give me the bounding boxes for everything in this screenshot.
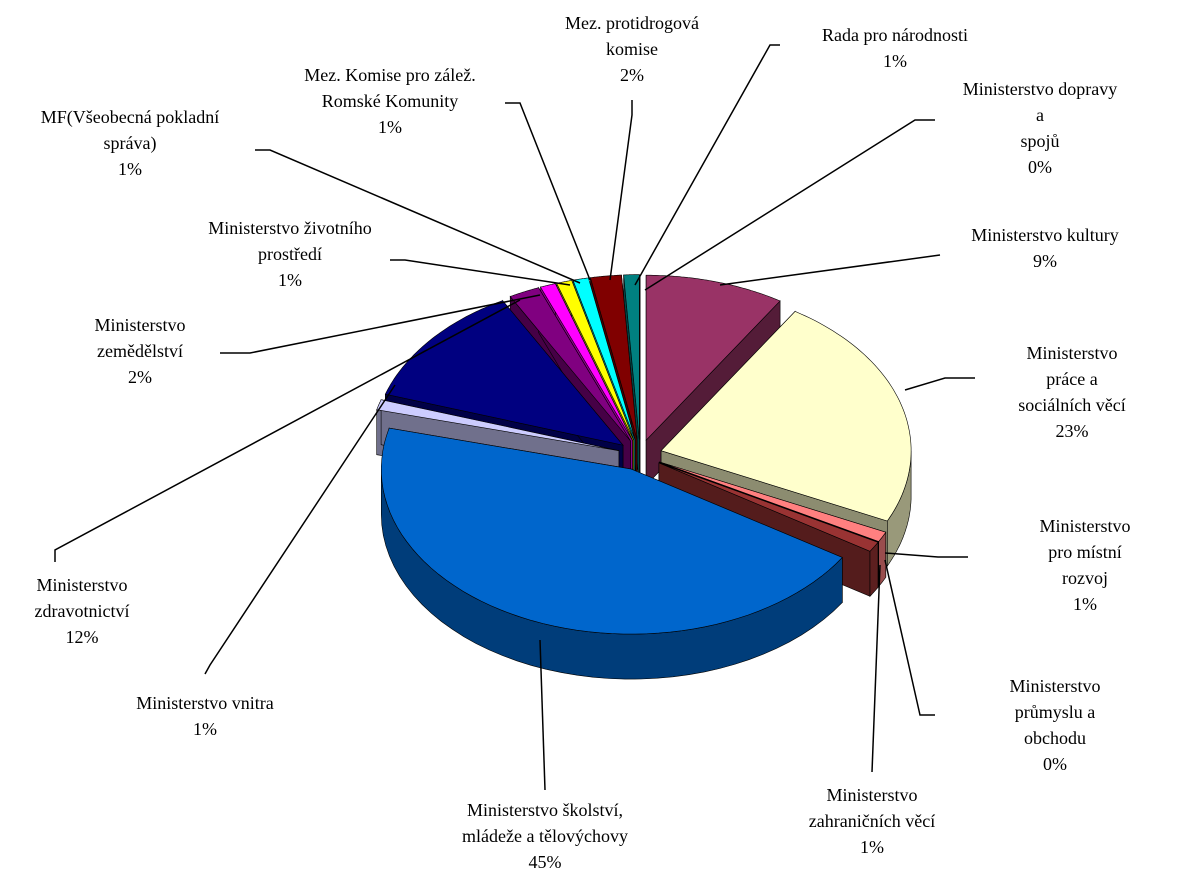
leader-line	[634, 44, 780, 286]
leader-line	[644, 119, 935, 291]
slice	[384, 300, 624, 446]
leader-line	[884, 559, 935, 716]
leader-line	[539, 639, 546, 791]
slice-label: Mez. Komise pro zálež. Romské Komunity 1%	[304, 62, 475, 140]
leader-line	[609, 100, 633, 281]
slice-label: Ministerstvo školství, mládeže a tělovýc…	[462, 797, 628, 875]
value-label: 1%	[883, 51, 907, 71]
leader-line	[505, 102, 591, 281]
value-label: 9%	[1033, 251, 1057, 271]
value-label: 1%	[859, 837, 884, 857]
value-label: 2%	[127, 367, 152, 387]
slice	[380, 427, 843, 635]
value-label: 23%	[1055, 421, 1089, 441]
leader-line	[54, 299, 521, 562]
leader-line	[719, 254, 941, 286]
leader-line	[390, 259, 571, 286]
slice-label: Ministerstvo dopravy a spojů 0%	[958, 76, 1122, 180]
slice-label: Ministerstvo životního prostředí 1%	[208, 215, 372, 293]
slice	[659, 461, 887, 542]
leader-line	[204, 384, 396, 675]
slice-group	[380, 427, 843, 680]
leader-line	[871, 564, 881, 773]
category-label: Mez. Komise pro zálež. Romské Komunity	[304, 65, 476, 111]
value-label: 45%	[528, 852, 562, 872]
slice-label: Ministerstvo práce a sociálních věcí 23%	[1006, 340, 1138, 444]
slice-label: Ministerstvo kultury 9%	[971, 222, 1119, 274]
category-label: Ministerstvo zemědělství	[94, 315, 186, 361]
category-label: Ministerstvo práce a sociálních věcí	[1018, 343, 1126, 415]
category-label: Ministerstvo životního prostředí	[208, 218, 372, 264]
slice	[658, 462, 879, 552]
category-label: Ministerstvo zdravotnictví	[34, 575, 130, 621]
value-label: 1%	[118, 159, 142, 179]
slice-label: Ministerstvo zdravotnictví 12%	[35, 572, 130, 650]
value-label: 0%	[1043, 754, 1067, 774]
slice	[509, 287, 631, 442]
slice	[590, 274, 638, 440]
slice-label: MF(Všeobecná pokladní správa) 1%	[41, 104, 219, 182]
leader-line	[884, 552, 968, 558]
slice	[376, 399, 619, 451]
slice-label: Rada pro národnosti 1%	[822, 22, 968, 74]
slice	[623, 274, 640, 440]
category-label: Ministerstvo pro místní rozvoj	[1039, 516, 1131, 588]
slice-label: Mez. protidrogová komise 2%	[565, 10, 699, 88]
slice	[540, 283, 633, 441]
value-label: 0%	[1028, 157, 1052, 177]
value-label: 12%	[65, 627, 99, 647]
slice-label: Ministerstvo pro místní rozvoj 1%	[1026, 513, 1145, 617]
category-label: MF(Všeobecná pokladní správa)	[40, 107, 220, 153]
slice-label: Ministerstvo zemědělství 2%	[94, 312, 185, 390]
category-label: Ministerstvo dopravy a spojů	[962, 79, 1118, 151]
category-label: Ministerstvo vnitra	[136, 693, 274, 713]
slice	[659, 462, 879, 543]
slice	[572, 277, 636, 441]
value-label: 1%	[278, 270, 302, 290]
category-label: Mez. protidrogová komise	[565, 13, 699, 59]
value-label: 1%	[378, 117, 402, 137]
category-label: Ministerstvo zahraničních věcí	[808, 785, 936, 831]
value-label: 2%	[620, 65, 644, 85]
category-label: Ministerstvo průmyslu a obchodu	[1009, 676, 1101, 748]
slice-label: Ministerstvo průmyslu a obchodu 0%	[981, 673, 1130, 777]
slice	[660, 311, 912, 522]
leader-line	[255, 149, 581, 284]
category-label: Rada pro národnosti	[822, 25, 968, 45]
category-label: Ministerstvo kultury	[971, 225, 1119, 245]
value-label: 1%	[1073, 594, 1097, 614]
category-label: Ministerstvo školství, mládeže a tělovýc…	[462, 800, 628, 846]
leader-line	[904, 377, 975, 391]
leader-line	[220, 294, 541, 354]
value-label: 1%	[193, 719, 217, 739]
slice-label: Ministerstvo zahraničních věcí 1%	[809, 782, 935, 860]
slice-label: Ministerstvo vnitra 1%	[136, 690, 274, 742]
